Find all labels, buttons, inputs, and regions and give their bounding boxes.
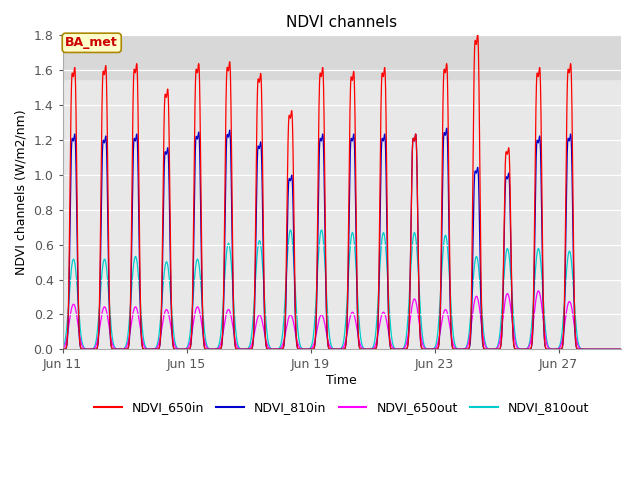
Y-axis label: NDVI channels (W/m2/nm): NDVI channels (W/m2/nm): [15, 109, 28, 275]
X-axis label: Time: Time: [326, 374, 357, 387]
Bar: [63, 36, 621, 79]
Legend: NDVI_650in, NDVI_810in, NDVI_650out, NDVI_810out: NDVI_650in, NDVI_810in, NDVI_650out, NDV…: [89, 396, 594, 420]
Text: BA_met: BA_met: [65, 36, 118, 49]
Title: NDVI channels: NDVI channels: [286, 15, 397, 30]
